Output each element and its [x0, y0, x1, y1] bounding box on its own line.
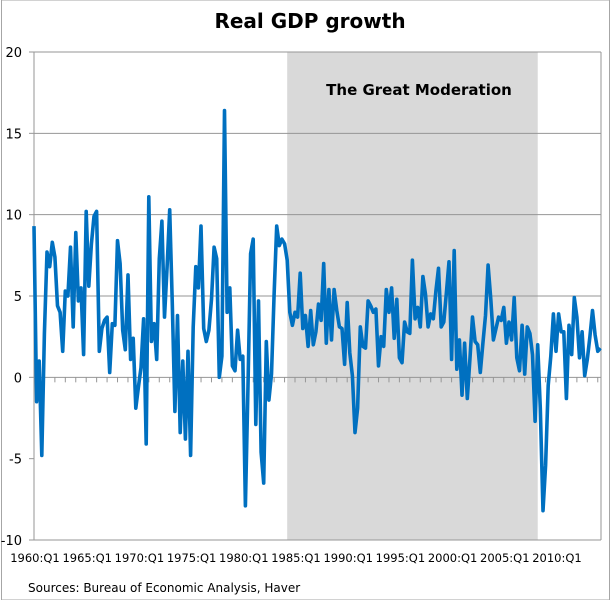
- chart-title: Real GDP growth: [214, 9, 405, 33]
- y-tick-label: -5: [9, 453, 22, 468]
- x-tick-label: 2005:Q1: [480, 551, 530, 565]
- source-note: Sources: Bureau of Economic Analysis, Ha…: [28, 581, 300, 595]
- shaded-region-label: The Great Moderation: [326, 81, 512, 99]
- y-tick-label: 20: [5, 46, 22, 61]
- y-tick-label: 0: [14, 371, 22, 386]
- x-tick-label: 1985:Q1: [271, 551, 321, 565]
- x-tick-label: 1970:Q1: [115, 551, 165, 565]
- x-tick-label: 2000:Q1: [428, 551, 478, 565]
- x-tick-label: 1990:Q1: [323, 551, 373, 565]
- x-tick-label: 1995:Q1: [376, 551, 426, 565]
- x-tick-label: 1980:Q1: [219, 551, 269, 565]
- x-tick-label: 2010:Q1: [532, 551, 582, 565]
- y-tick-label: 10: [5, 209, 22, 224]
- x-tick-label: 1975:Q1: [167, 551, 217, 565]
- x-tick-label: 1960:Q1: [10, 551, 60, 565]
- y-tick-label: -10: [1, 534, 22, 549]
- x-tick-label: 1965:Q1: [62, 551, 112, 565]
- y-tick-label: 15: [5, 127, 22, 142]
- y-tick-label: 5: [14, 290, 22, 305]
